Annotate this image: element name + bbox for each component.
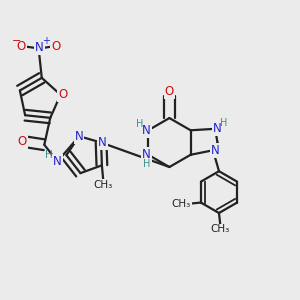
Text: CH₃: CH₃ [94, 180, 113, 190]
Text: H: H [220, 118, 228, 128]
Text: N: N [213, 122, 222, 135]
Text: H: H [143, 159, 150, 169]
Text: −: − [11, 36, 21, 46]
Text: O: O [18, 135, 27, 148]
Text: N: N [211, 144, 220, 157]
Text: N: N [35, 41, 44, 55]
Text: CH₃: CH₃ [211, 224, 230, 234]
Text: N: N [98, 136, 107, 149]
Text: N: N [75, 130, 83, 143]
Text: N: N [142, 124, 151, 137]
Text: H: H [46, 150, 53, 160]
Text: N: N [53, 155, 62, 168]
Text: O: O [58, 88, 68, 101]
Text: H: H [136, 119, 143, 129]
Text: N: N [142, 148, 151, 161]
Text: O: O [51, 40, 60, 53]
Text: O: O [165, 85, 174, 98]
Text: CH₃: CH₃ [172, 199, 191, 209]
Text: +: + [42, 36, 50, 46]
Text: O: O [17, 40, 26, 53]
